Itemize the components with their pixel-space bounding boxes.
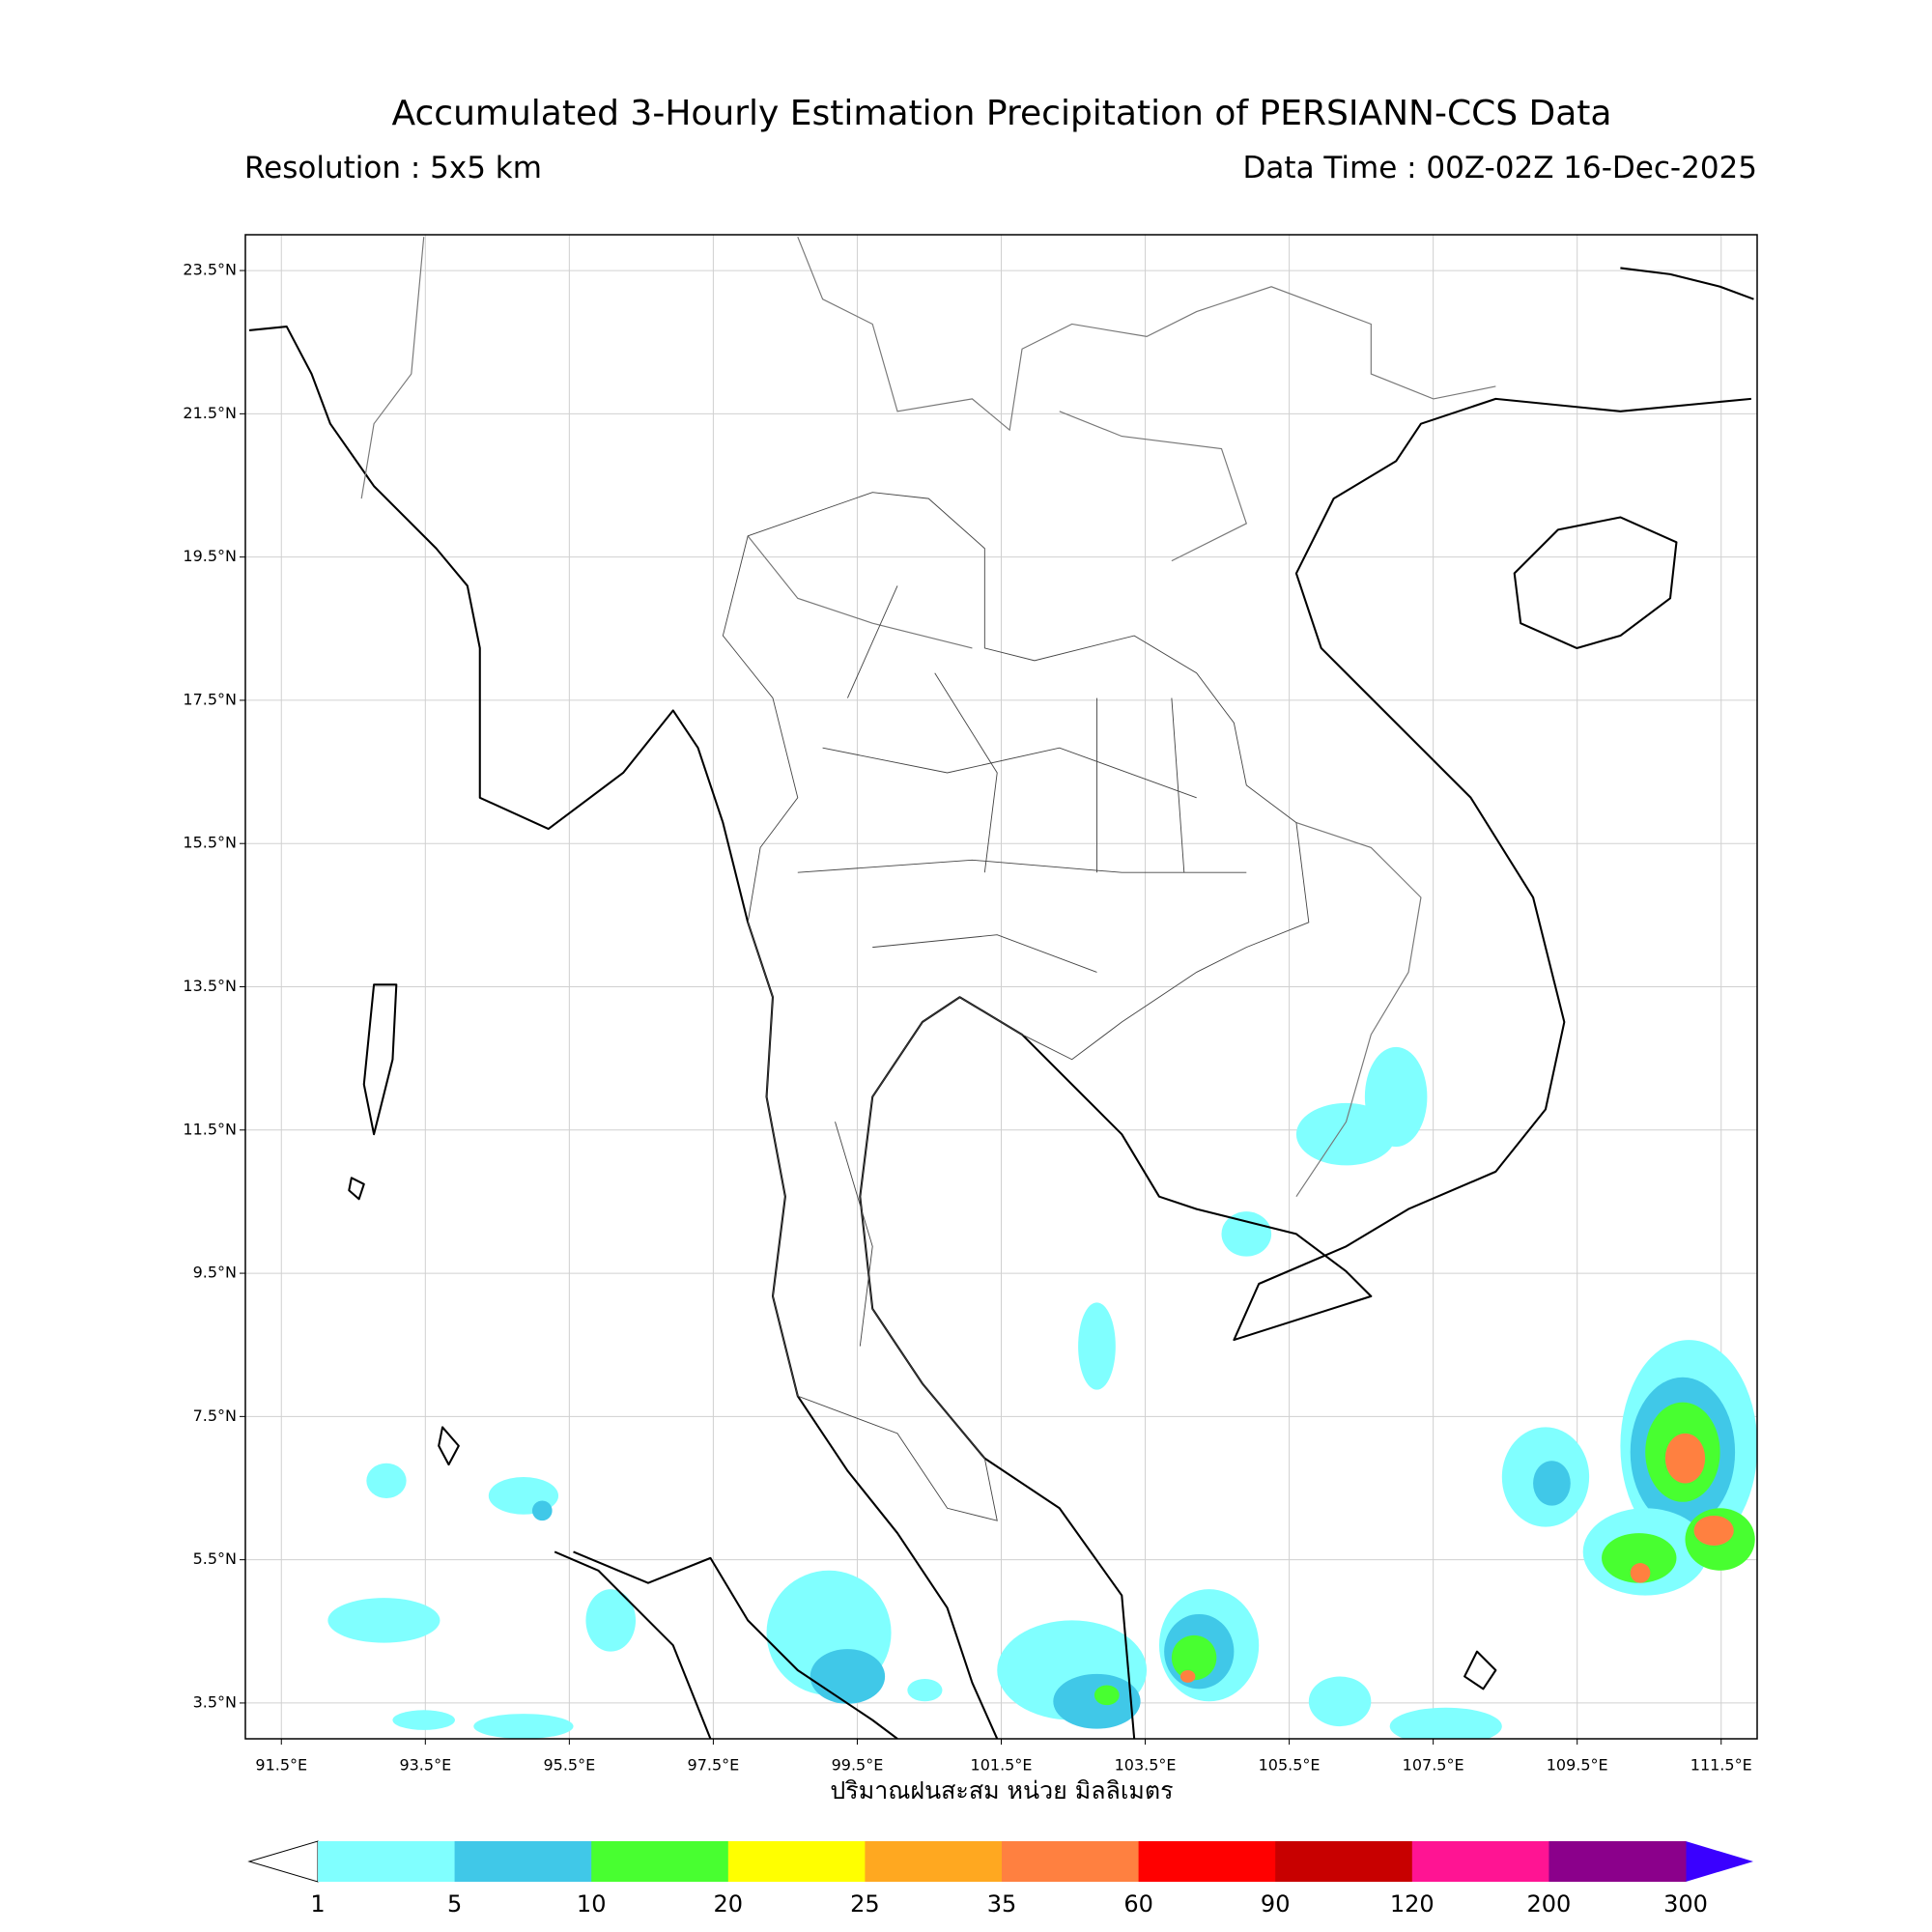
x-tick-label: 103.5°E xyxy=(1115,1756,1177,1775)
colorbar-segment xyxy=(1002,1841,1140,1882)
x-tick-label: 93.5°E xyxy=(399,1756,451,1775)
y-tick-label: 21.5°N xyxy=(183,404,237,422)
colorbar-tick-label: 90 xyxy=(1261,1890,1291,1918)
x-tick-label: 105.5°E xyxy=(1259,1756,1321,1775)
colorbar-segment xyxy=(454,1841,592,1882)
colorbar-tick-label: 10 xyxy=(577,1890,607,1918)
y-tick-label: 5.5°N xyxy=(193,1549,237,1568)
x-tick-label: 99.5°E xyxy=(832,1756,884,1775)
y-tick-label: 17.5°N xyxy=(183,690,237,708)
y-tick-label: 9.5°N xyxy=(193,1264,237,1282)
colorbar-segment xyxy=(591,1841,729,1882)
y-tick-label: 19.5°N xyxy=(183,547,237,565)
y-tick-label: 15.5°N xyxy=(183,834,237,852)
y-tick-label: 7.5°N xyxy=(193,1406,237,1425)
x-axis-label: ปริมาณฝนสะสม หน่วย มิลลิเมตร xyxy=(830,1776,1173,1804)
x-tick-label: 95.5°E xyxy=(543,1756,595,1775)
colorbar-tick-label: 120 xyxy=(1390,1890,1435,1918)
x-tick-label: 97.5°E xyxy=(688,1756,740,1775)
x-tick-label: 111.5°E xyxy=(1690,1756,1752,1775)
colorbar-tick-label: 5 xyxy=(447,1890,462,1918)
data-time-label: Data Time : 00Z-02Z 16-Dec-2025 xyxy=(1243,151,1757,185)
colorbar-segment xyxy=(865,1841,1003,1882)
x-tick-label: 107.5°E xyxy=(1403,1756,1464,1775)
y-tick-label: 11.5°N xyxy=(183,1120,237,1138)
map-content xyxy=(248,236,1757,1739)
colorbar-tick-label: 1 xyxy=(310,1890,325,1918)
colorbar-segment xyxy=(318,1841,456,1882)
y-tick-label: 13.5°N xyxy=(183,977,237,995)
colorbar: 1 5 10 20 25 35 60 90 120 200 300 xyxy=(247,1840,1753,1918)
grid xyxy=(240,235,1757,1745)
colorbar-over xyxy=(1686,1841,1753,1882)
colorbar-segment xyxy=(727,1841,866,1882)
precipitation xyxy=(327,1046,1757,1739)
colorbar-segment xyxy=(1138,1841,1276,1882)
resolution-label: Resolution : 5x5 km xyxy=(244,151,542,185)
colorbar-tick-label: 200 xyxy=(1526,1890,1571,1918)
y-tick-label: 3.5°N xyxy=(193,1692,237,1711)
x-tick-label: 109.5°E xyxy=(1547,1756,1608,1775)
map-drawing xyxy=(248,236,1757,1739)
colorbar-segment xyxy=(1548,1841,1687,1882)
map-frame xyxy=(244,234,1758,1740)
map-title: Accumulated 3-Hourly Estimation Precipit… xyxy=(392,94,1612,133)
x-tick-label: 91.5°E xyxy=(255,1756,307,1775)
y-tick-label: 23.5°N xyxy=(183,261,237,279)
colorbar-tick-label: 35 xyxy=(987,1890,1017,1918)
colorbar-segment xyxy=(1411,1841,1549,1882)
colorbar-tick-label: 25 xyxy=(850,1890,880,1918)
colorbar-tick-label: 60 xyxy=(1123,1890,1153,1918)
colorbar-under xyxy=(247,1840,319,1883)
colorbar-tick-label: 20 xyxy=(714,1890,744,1918)
colorbar-segment xyxy=(1275,1841,1413,1882)
x-tick-label: 101.5°E xyxy=(971,1756,1033,1775)
colorbar-tick-label: 300 xyxy=(1663,1890,1708,1918)
